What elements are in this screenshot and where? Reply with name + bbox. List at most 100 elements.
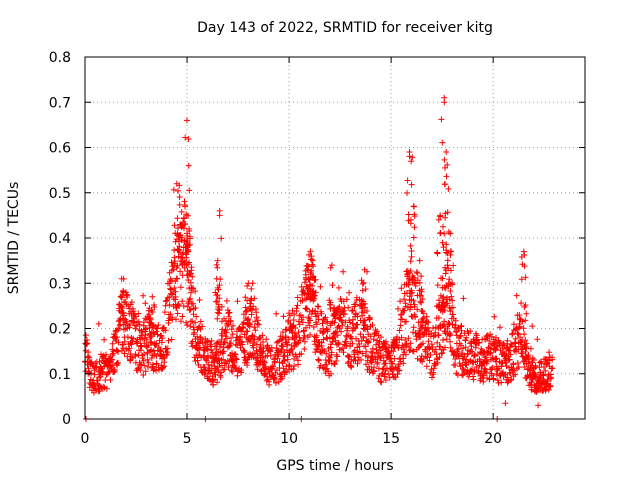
data-point xyxy=(186,226,193,232)
data-point xyxy=(455,345,462,352)
data-point xyxy=(254,317,261,324)
data-point xyxy=(386,374,393,381)
y-tick-label: 0.7 xyxy=(49,95,71,111)
data-point xyxy=(172,293,179,300)
data-point xyxy=(124,334,131,340)
data-point xyxy=(162,298,169,305)
data-point xyxy=(407,287,413,294)
data-point xyxy=(352,310,359,317)
data-point xyxy=(438,116,445,123)
data-point xyxy=(119,305,126,311)
data-point xyxy=(515,364,522,371)
data-point xyxy=(153,360,160,367)
data-point xyxy=(140,372,147,378)
data-point xyxy=(542,367,549,374)
data-point xyxy=(280,313,287,320)
data-point xyxy=(365,353,371,360)
data-point xyxy=(223,329,230,336)
data-point xyxy=(491,313,498,320)
data-point xyxy=(447,230,454,237)
data-point xyxy=(119,315,126,322)
data-point xyxy=(310,293,317,300)
data-point xyxy=(287,347,294,354)
data-point xyxy=(248,311,255,318)
data-point xyxy=(214,264,221,271)
data-point xyxy=(148,320,155,327)
data-point xyxy=(295,329,302,336)
data-point xyxy=(214,379,221,386)
data-point xyxy=(304,306,311,313)
data-point xyxy=(294,340,301,347)
data-point xyxy=(527,345,534,352)
data-point xyxy=(376,338,383,345)
data-point xyxy=(218,235,225,242)
data-point xyxy=(402,351,409,358)
data-point xyxy=(440,303,447,310)
data-point xyxy=(121,338,128,345)
data-point xyxy=(145,342,152,349)
data-point xyxy=(138,347,144,354)
data-point xyxy=(274,355,281,362)
data-point xyxy=(324,335,331,342)
data-point xyxy=(214,257,221,264)
data-point xyxy=(404,190,410,196)
data-point xyxy=(437,213,444,220)
data-point xyxy=(439,139,446,146)
data-point xyxy=(228,340,234,347)
data-point xyxy=(318,339,325,346)
data-point xyxy=(528,379,535,386)
data-point xyxy=(317,283,324,290)
data-point xyxy=(259,354,266,361)
data-point xyxy=(293,333,300,340)
data-point xyxy=(397,298,404,305)
data-point xyxy=(411,213,418,220)
data-point xyxy=(118,347,125,354)
data-point xyxy=(332,312,338,319)
data-point xyxy=(507,351,514,358)
data-point xyxy=(92,385,99,392)
data-point xyxy=(185,162,192,169)
data-point xyxy=(445,185,452,192)
data-point xyxy=(254,366,261,373)
data-point xyxy=(159,335,166,342)
data-point xyxy=(359,281,366,287)
data-point xyxy=(170,266,177,273)
data-point xyxy=(441,156,448,163)
y-tick-label: 0.3 xyxy=(49,276,71,292)
y-tick-label: 0.6 xyxy=(49,141,71,157)
data-point xyxy=(217,349,224,356)
data-point xyxy=(191,329,198,336)
data-point xyxy=(313,321,320,328)
data-point xyxy=(207,370,214,377)
data-point xyxy=(440,244,447,251)
data-point xyxy=(435,216,442,223)
data-point xyxy=(528,386,535,393)
data-points xyxy=(82,94,556,422)
data-point xyxy=(335,340,342,346)
data-point xyxy=(306,322,313,329)
data-point xyxy=(383,338,389,345)
data-point xyxy=(510,361,517,368)
data-point xyxy=(214,339,221,346)
data-point xyxy=(186,296,193,303)
data-point xyxy=(440,337,446,343)
data-point xyxy=(504,374,511,381)
data-point xyxy=(476,339,483,346)
data-point xyxy=(308,256,315,263)
data-point xyxy=(410,329,416,336)
x-tick-label: 20 xyxy=(484,431,502,447)
data-point xyxy=(208,337,215,344)
data-point xyxy=(391,355,398,362)
data-point xyxy=(439,295,446,302)
data-point xyxy=(280,343,286,350)
data-point xyxy=(403,318,410,325)
data-point xyxy=(192,288,199,295)
data-point xyxy=(116,301,123,308)
data-point xyxy=(441,99,448,106)
data-point xyxy=(242,304,249,311)
data-point xyxy=(177,268,184,275)
data-point xyxy=(449,281,456,288)
data-point xyxy=(367,333,374,340)
data-point xyxy=(359,350,366,357)
data-point xyxy=(258,368,265,375)
